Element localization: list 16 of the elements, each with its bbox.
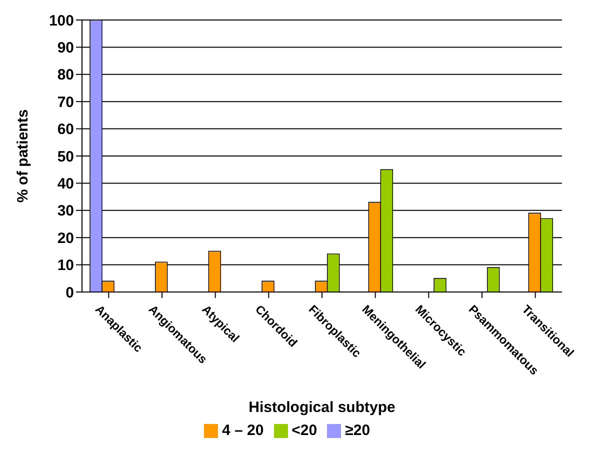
y-tick-label: 100 [48,12,74,30]
y-tick-label: 0 [66,284,74,302]
y-tick-label: 60 [57,121,74,138]
legend-label: 4 – 20 [222,422,264,439]
y-tick-label: 50 [57,148,74,166]
y-tick-label: 70 [57,94,74,111]
x-axis-title: Histological subtype [248,399,396,416]
y-tick-label: 10 [57,257,74,274]
y-axis-title: % of patients [14,109,32,203]
legend-label: ≥20 [345,422,370,439]
y-tick-label: 20 [57,230,74,247]
y-tick-label: 30 [57,202,74,220]
y-tick-label: 90 [57,40,74,57]
legend-label: <20 [292,422,318,439]
y-tick-label: 40 [57,176,74,193]
y-tick-label: 80 [57,66,74,84]
